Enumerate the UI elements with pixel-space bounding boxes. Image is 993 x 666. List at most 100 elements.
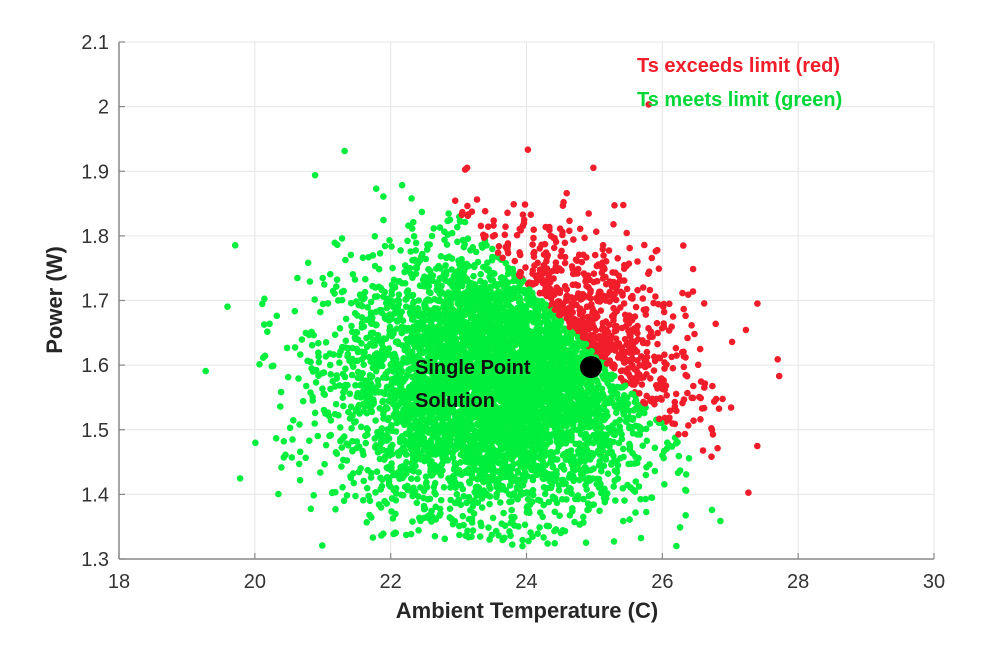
point-meets-limit bbox=[396, 435, 404, 442]
point-meets-limit bbox=[604, 470, 612, 478]
point-meets-limit bbox=[378, 426, 385, 434]
point-meets-limit bbox=[380, 374, 387, 381]
point-meets-limit bbox=[309, 397, 317, 404]
point-meets-limit bbox=[350, 479, 358, 487]
point-meets-limit bbox=[347, 299, 355, 307]
point-meets-limit bbox=[583, 396, 590, 404]
point-exceeds-limit bbox=[600, 252, 607, 259]
point-meets-limit bbox=[424, 365, 432, 373]
point-meets-limit bbox=[443, 241, 451, 248]
point-exceeds-limit bbox=[602, 280, 610, 288]
point-meets-limit bbox=[317, 308, 324, 316]
point-meets-limit bbox=[415, 297, 423, 304]
point-meets-limit bbox=[632, 397, 640, 404]
point-exceeds-limit bbox=[489, 233, 497, 240]
point-meets-limit bbox=[457, 343, 465, 351]
point-meets-limit bbox=[369, 282, 376, 290]
point-meets-limit bbox=[350, 363, 357, 371]
point-exceeds-limit bbox=[553, 267, 561, 275]
point-meets-limit bbox=[626, 516, 633, 523]
point-meets-limit bbox=[487, 270, 494, 278]
point-exceeds-limit bbox=[596, 332, 603, 340]
point-exceeds-limit bbox=[581, 234, 588, 242]
point-exceeds-limit bbox=[650, 367, 658, 374]
point-meets-limit bbox=[483, 242, 490, 249]
point-meets-limit bbox=[439, 402, 446, 410]
point-meets-limit bbox=[499, 536, 506, 544]
point-exceeds-limit bbox=[643, 348, 651, 356]
point-meets-limit bbox=[550, 394, 557, 401]
point-meets-limit bbox=[651, 467, 659, 475]
point-exceeds-limit bbox=[680, 363, 688, 371]
point-exceeds-limit bbox=[597, 307, 605, 315]
point-meets-limit bbox=[486, 500, 493, 508]
point-meets-limit bbox=[459, 282, 466, 290]
point-meets-limit bbox=[454, 223, 461, 231]
point-meets-limit bbox=[409, 492, 416, 500]
point-meets-limit bbox=[264, 328, 271, 336]
point-exceeds-limit bbox=[646, 286, 654, 294]
point-meets-limit bbox=[452, 413, 459, 420]
point-meets-limit bbox=[307, 505, 315, 513]
point-meets-limit bbox=[619, 517, 627, 525]
point-meets-limit bbox=[338, 463, 345, 470]
point-meets-limit bbox=[637, 534, 645, 542]
point-exceeds-limit bbox=[530, 250, 537, 257]
point-meets-limit bbox=[484, 259, 491, 267]
point-meets-limit bbox=[374, 448, 382, 456]
point-meets-limit bbox=[332, 400, 340, 408]
point-exceeds-limit bbox=[647, 328, 655, 336]
point-meets-limit bbox=[333, 372, 341, 379]
point-exceeds-limit bbox=[623, 229, 630, 237]
point-meets-limit bbox=[580, 519, 587, 526]
point-exceeds-limit bbox=[587, 289, 594, 296]
point-meets-limit bbox=[460, 493, 468, 500]
point-meets-limit bbox=[321, 281, 328, 288]
point-meets-limit bbox=[426, 267, 434, 275]
point-exceeds-limit bbox=[494, 249, 502, 256]
point-meets-limit bbox=[551, 527, 558, 535]
point-meets-limit bbox=[469, 244, 477, 251]
point-meets-limit bbox=[420, 348, 427, 355]
point-meets-limit bbox=[577, 424, 584, 432]
point-meets-limit bbox=[480, 478, 487, 486]
point-exceeds-limit bbox=[727, 404, 735, 411]
point-meets-limit bbox=[555, 486, 563, 494]
point-meets-limit bbox=[277, 388, 285, 396]
point-exceeds-limit bbox=[710, 398, 718, 405]
point-meets-limit bbox=[340, 402, 347, 410]
point-meets-limit bbox=[548, 478, 556, 485]
point-meets-limit bbox=[383, 437, 391, 444]
point-meets-limit bbox=[407, 530, 415, 538]
point-meets-limit bbox=[468, 285, 475, 293]
point-exceeds-limit bbox=[546, 223, 553, 231]
point-meets-limit bbox=[472, 484, 480, 491]
point-meets-limit bbox=[593, 480, 601, 488]
point-meets-limit bbox=[661, 481, 668, 488]
point-exceeds-limit bbox=[630, 338, 638, 345]
point-exceeds-limit bbox=[575, 290, 582, 297]
point-meets-limit bbox=[595, 475, 603, 483]
point-meets-limit bbox=[401, 262, 409, 269]
point-meets-limit bbox=[463, 458, 471, 465]
point-meets-limit bbox=[484, 335, 492, 342]
point-exceeds-limit bbox=[585, 326, 592, 333]
point-meets-limit bbox=[601, 367, 609, 375]
point-meets-limit bbox=[358, 356, 366, 363]
point-meets-limit bbox=[467, 432, 474, 440]
point-meets-limit bbox=[610, 483, 617, 490]
point-meets-limit bbox=[326, 361, 334, 369]
point-meets-limit bbox=[308, 328, 315, 336]
point-meets-limit bbox=[558, 463, 565, 470]
point-exceeds-limit bbox=[655, 300, 662, 308]
point-exceeds-limit bbox=[688, 322, 695, 329]
point-exceeds-limit bbox=[566, 227, 573, 235]
point-meets-limit bbox=[556, 512, 563, 519]
point-meets-limit bbox=[362, 439, 370, 447]
point-meets-limit bbox=[621, 497, 628, 504]
point-meets-limit bbox=[464, 527, 471, 535]
point-meets-limit bbox=[354, 374, 362, 382]
point-meets-limit bbox=[535, 314, 543, 321]
point-meets-limit bbox=[557, 319, 564, 327]
point-meets-limit bbox=[605, 399, 613, 407]
